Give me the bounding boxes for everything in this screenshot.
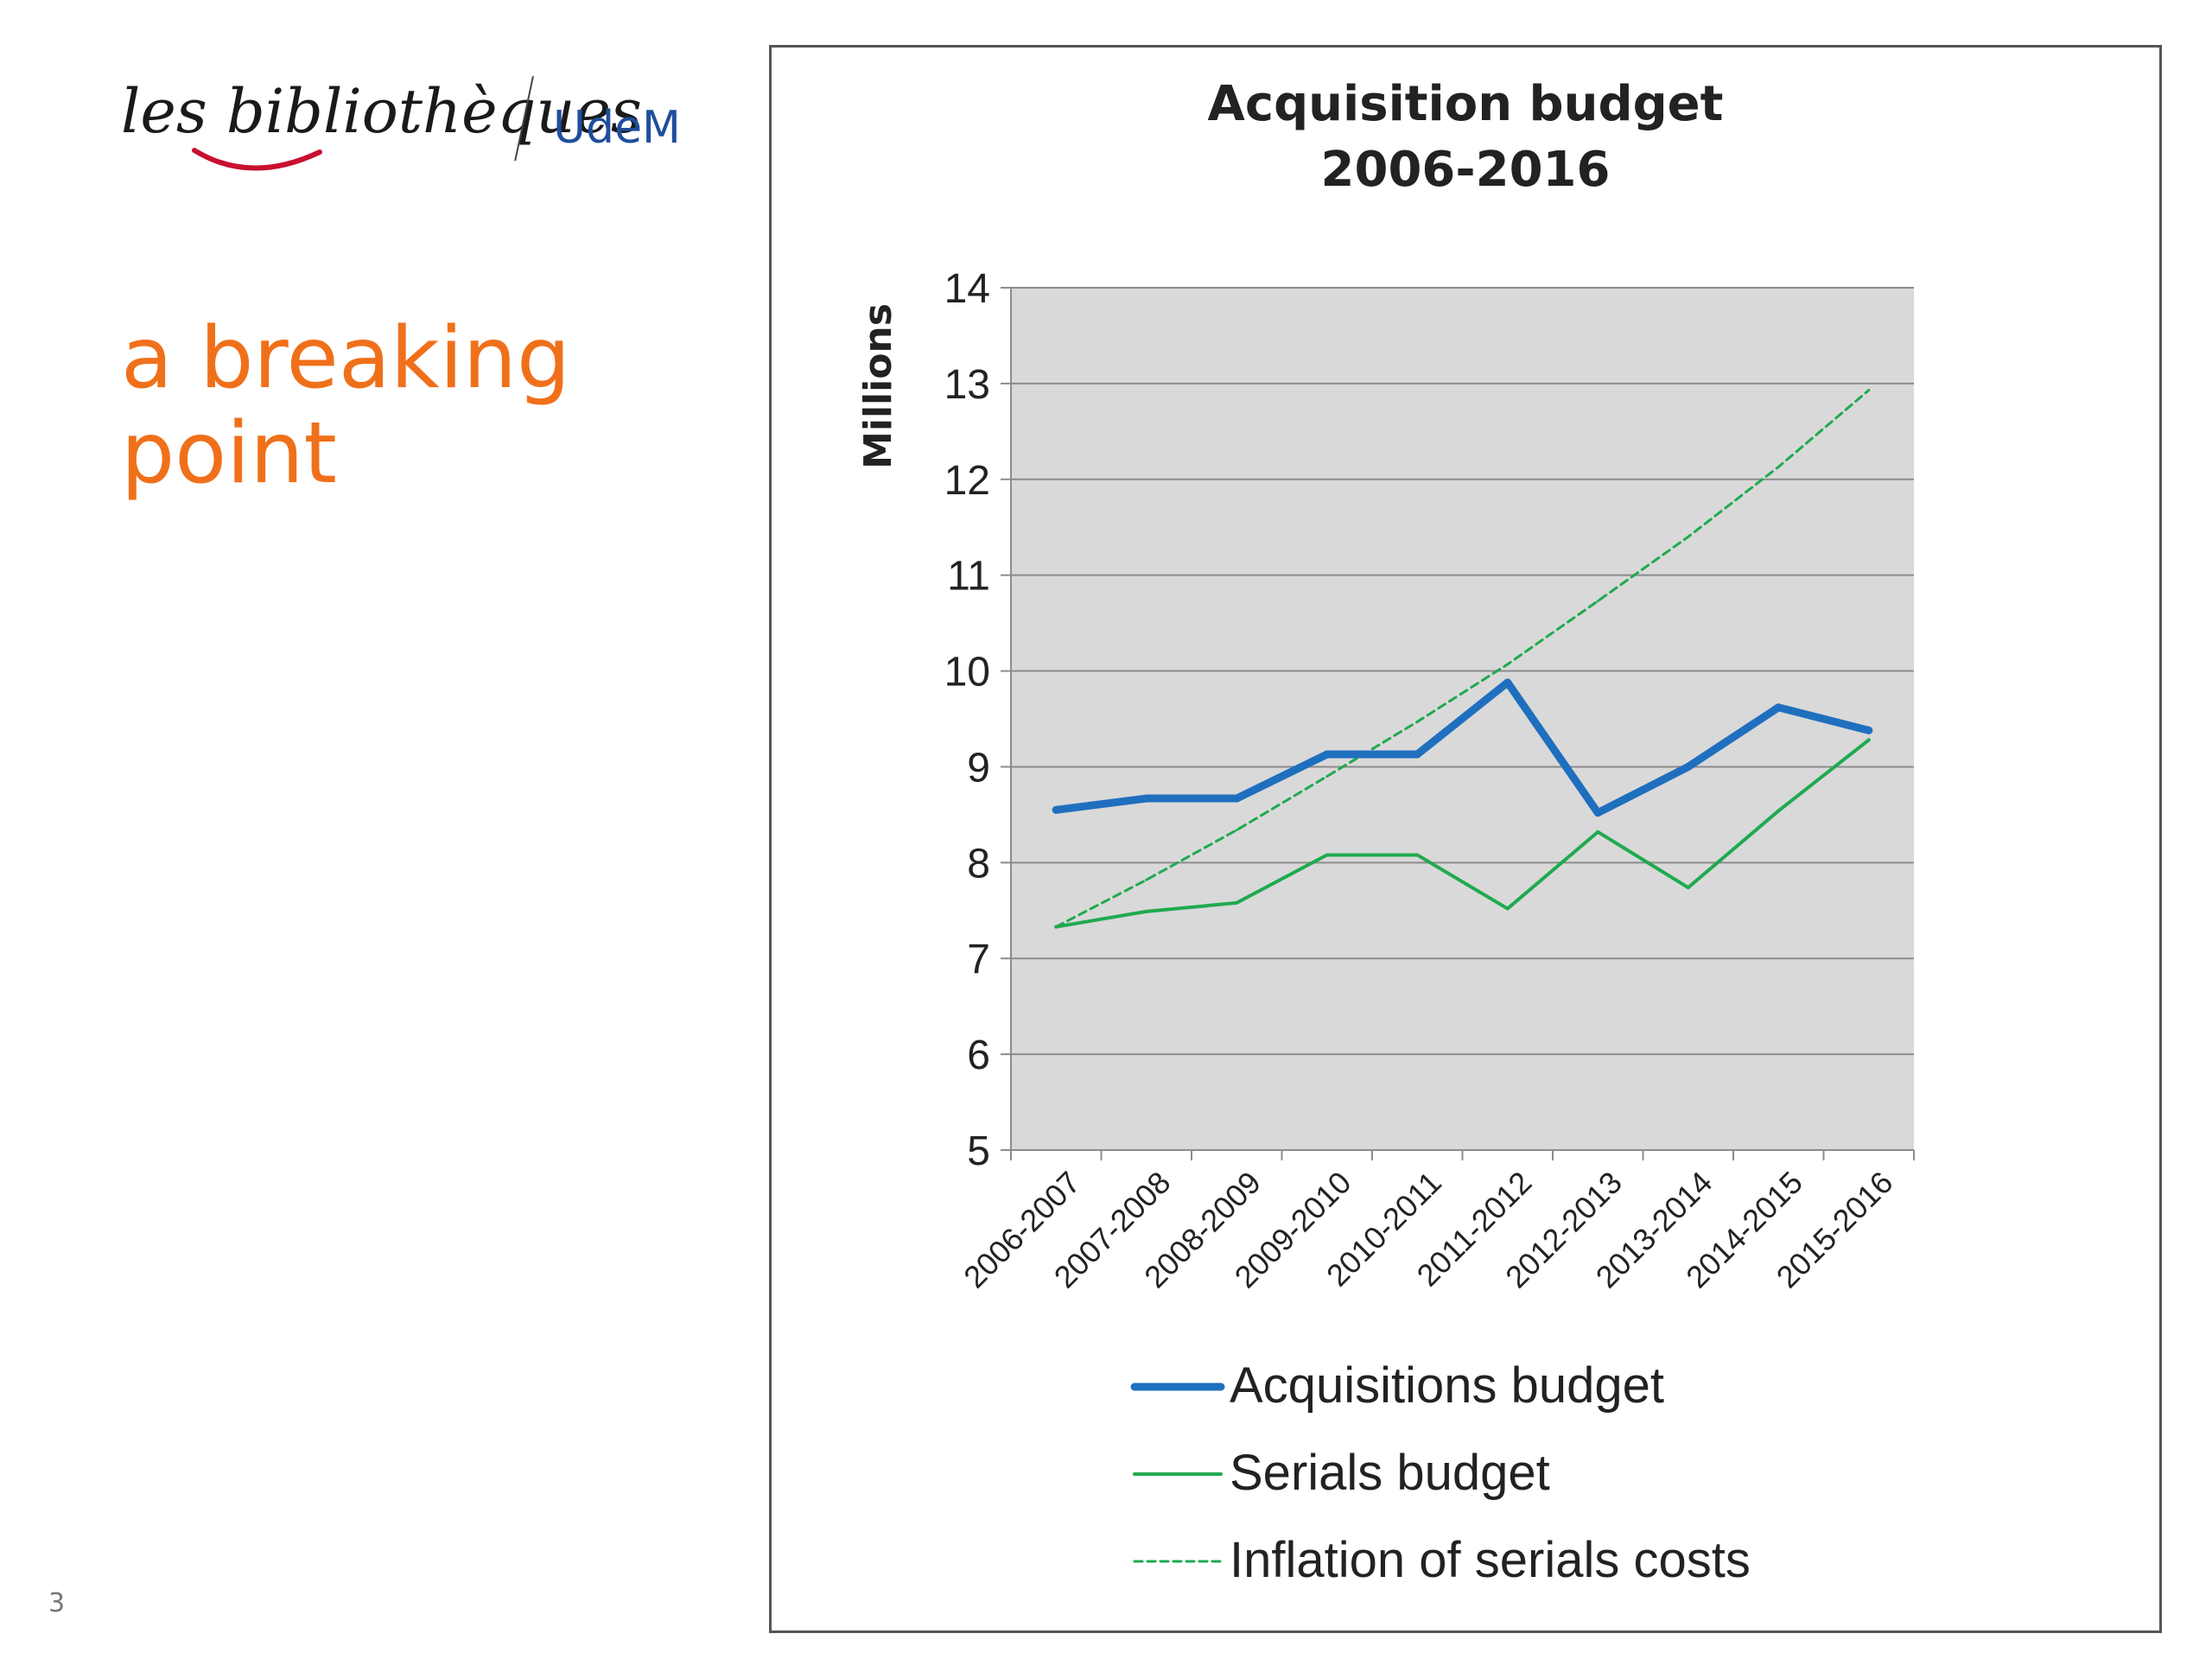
data-point [1505, 906, 1510, 911]
data-point [1323, 750, 1332, 759]
data-point [1144, 909, 1148, 913]
data-point [1235, 900, 1239, 905]
data-point [1866, 738, 1871, 742]
data-point [1503, 678, 1512, 687]
line-chart: Acquisition budget 2006-2016 5 6 7 8 9 10 11 12 13… [856, 76, 1915, 1588]
legend-label: Inflation of serials costs [1230, 1532, 1751, 1588]
y-tick-label: 6 [967, 1033, 990, 1078]
data-point [1142, 794, 1151, 803]
data-point [1415, 720, 1419, 723]
slide-number: 3 [48, 1588, 66, 1618]
y-tick-label: 5 [967, 1128, 990, 1174]
y-tick-label: 10 [944, 650, 990, 696]
data-point [1777, 809, 1781, 813]
legend-label: Serials budget [1230, 1445, 1550, 1501]
y-tick-label: 13 [944, 362, 990, 408]
data-point [1686, 886, 1690, 890]
udem-libraries-logo: les bibliothèques UdeM [121, 76, 691, 188]
data-point [1596, 830, 1600, 834]
y-tick-label: 9 [967, 745, 990, 791]
chart-subtitle: 2006-2016 [1321, 142, 1611, 198]
data-point [1235, 829, 1238, 832]
data-point [1325, 775, 1329, 779]
logo-script-text: les bibliothèques [121, 76, 642, 147]
logo-brand-text: UdeM [553, 102, 681, 154]
y-tick-label: 12 [944, 458, 990, 504]
data-point [1777, 465, 1780, 468]
logo-swoosh-icon [192, 148, 322, 171]
chart-frame: Acquisition budget 2006-2016 5 6 7 8 9 10 11 12 13… [769, 45, 2162, 1633]
data-point [1415, 853, 1420, 857]
data-point [1054, 925, 1058, 929]
legend-label: Acquisitions budget [1230, 1357, 1664, 1414]
slide-title: a breaking point [121, 309, 571, 503]
chart-title: Acquisition budget [1208, 76, 1724, 132]
data-point [1506, 663, 1510, 666]
data-point [1052, 805, 1060, 814]
data-point [1867, 389, 1871, 392]
data-point [1596, 600, 1599, 603]
y-tick-label: 11 [947, 554, 990, 600]
y-axis-label: Millions [856, 303, 900, 469]
data-point [1232, 794, 1241, 803]
data-point [1687, 535, 1690, 538]
y-tick-label: 7 [967, 937, 990, 982]
data-point [1865, 726, 1873, 734]
data-point [1593, 809, 1602, 817]
y-tick-label: 8 [967, 841, 990, 887]
data-point [1325, 853, 1329, 857]
series-line-acquisitions-budget [1052, 678, 1873, 817]
data-point [1774, 703, 1783, 712]
series-line-inflation-of-serials-costs [1054, 389, 1871, 929]
data-point [1413, 750, 1421, 759]
data-point [1145, 878, 1148, 881]
y-tick-label: 14 [944, 266, 990, 312]
data-point [1684, 762, 1693, 771]
series-line-serials-budget [1054, 738, 1871, 929]
